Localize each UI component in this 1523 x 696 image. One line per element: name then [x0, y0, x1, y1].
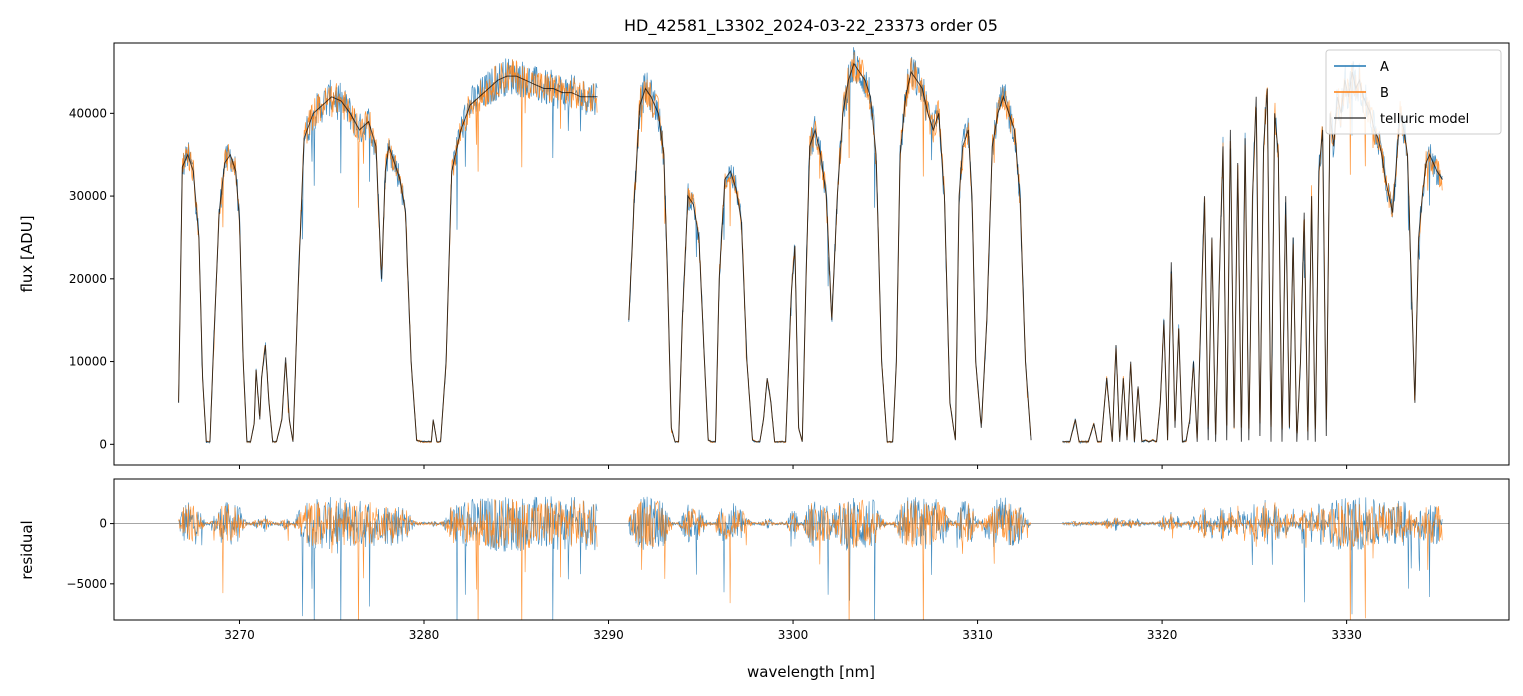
bottom-axes-frame [113, 478, 1510, 621]
bottom-x-axis: 3270 3280 3290 3300 3310 3320 3330 [224, 620, 1362, 642]
bottom-x-tick-label: 3330 [1331, 628, 1362, 642]
bottom-y-tick-label: −5000 [66, 577, 107, 591]
residual-a-line [628, 496, 1031, 620]
residual-a-line [178, 496, 598, 620]
bottom-x-tick-label: 3270 [224, 628, 255, 642]
bottom-x-tick-label: 3310 [962, 628, 993, 642]
residual-a-line [1062, 497, 1443, 615]
bottom-x-tick-label: 3290 [593, 628, 624, 642]
top-y-tick-label: 40000 [69, 106, 107, 120]
bottom-y-axis: −5000 0 [66, 517, 114, 591]
legend-frame [1325, 49, 1502, 135]
bottom-y-axis-label: residual [18, 520, 36, 579]
series-b-line [178, 59, 598, 444]
top-y-tick-label: 10000 [69, 355, 107, 369]
legend-label-b: B [1380, 86, 1389, 101]
top-y-tick-label: 0 [99, 437, 107, 451]
x-axis-label: wavelength [nm] [747, 663, 875, 681]
bottom-panel: −5000 0 3270 3280 3290 3300 3310 3320 3330 resi… [18, 478, 1510, 681]
top-y-tick-label: 20000 [69, 272, 107, 286]
top-axes-frame [113, 42, 1510, 466]
legend-label-telluric-model: telluric model [1380, 112, 1469, 127]
top-y-tick-label: 30000 [69, 189, 107, 203]
chart-title: HD_42581_L3302_2024-03-22_23373 order 05 [624, 16, 998, 36]
bottom-y-tick-label: 0 [99, 517, 107, 531]
residual-b-line [178, 498, 598, 620]
bottom-x-tick-label: 3300 [778, 628, 809, 642]
residual-b-line [628, 499, 1031, 620]
series-a-line [628, 47, 1032, 444]
residual-b-line [1062, 501, 1443, 620]
legend-label-a: A [1380, 60, 1389, 75]
series-a-line [178, 58, 598, 444]
bottom-x-tick-label: 3320 [1147, 628, 1178, 642]
bottom-x-tick-label: 3280 [409, 628, 440, 642]
telluric-model-line [628, 62, 1032, 443]
top-y-axis-label: flux [ADU] [18, 215, 36, 292]
legend: A B telluric model [1325, 49, 1502, 135]
telluric-model-line [1062, 71, 1444, 443]
top-plot-area [178, 47, 1444, 445]
top-x-axis [238, 465, 1348, 469]
telluric-model-line [178, 75, 598, 443]
top-panel: 0 10000 20000 30000 40000 flux [ADU] A B tel… [18, 42, 1510, 469]
bottom-plot-area [114, 496, 1509, 620]
top-y-axis: 0 10000 20000 30000 40000 [69, 106, 114, 451]
series-b-line [628, 51, 1032, 444]
